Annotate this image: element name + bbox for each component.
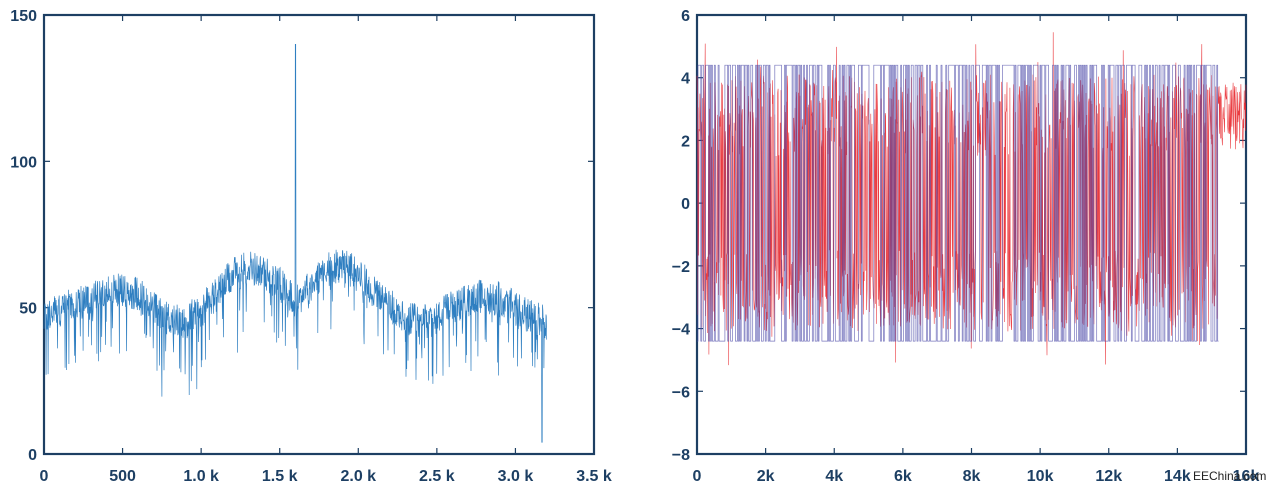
right-x-tick-label: 10k (1027, 468, 1054, 485)
right-y-tick-label: −4 (672, 322, 690, 339)
left-y-tick-label: 50 (19, 301, 37, 318)
left-x-tick-label: 1.5 k (262, 468, 298, 485)
left-x-tick-label: 0 (40, 468, 49, 485)
right-y-tick-label: 2 (681, 133, 690, 150)
right-y-tick-label: −2 (672, 259, 690, 276)
left-x-tick-label: 1.0 k (183, 468, 219, 485)
right-y-tick-label: 6 (681, 8, 690, 25)
right-y-tick-label: 4 (681, 71, 690, 88)
left-x-tick-label: 2.5 k (419, 468, 455, 485)
right-x-tick-label: 16k (1233, 468, 1260, 485)
right-y-tick-label: −8 (672, 447, 690, 464)
left-y-tick-label: 150 (10, 8, 37, 25)
left-series-line (43, 43, 548, 443)
left-x-tick-label: 2.0 k (340, 468, 376, 485)
right-x-tick-label: 14k (1164, 468, 1191, 485)
left-y-tick-label: 100 (10, 154, 37, 171)
left-x-tick-label: 3.5 k (576, 468, 612, 485)
right-x-tick-label: 8k (963, 468, 981, 485)
right-y-tick-label: −6 (672, 384, 690, 401)
right-x-tick-label: 12k (1095, 468, 1122, 485)
left-chart: 0 500 1.0 k 1.5 k 2.0 k 2.5 k 3.0 k 3.5 k 0 50 100… (10, 8, 612, 485)
watermark: EEChina.com (1193, 469, 1266, 483)
left-y-tick-label: 0 (28, 447, 37, 464)
right-y-tick-label: 0 (681, 196, 690, 213)
left-plot-frame (42, 13, 596, 456)
right-chart: 0 2k 4k 6k 8k 10k 12k 14k 16k −8 −6 −4 −2 0 2 4 6 (672, 8, 1260, 485)
right-blue-series-line (697, 64, 1219, 342)
left-x-tick-label: 500 (109, 468, 136, 485)
right-x-tick-label: 6k (894, 468, 912, 485)
right-red-series-line (696, 32, 1247, 366)
right-x-tick-label: 4k (825, 468, 843, 485)
left-x-tick-label: 3.0 k (498, 468, 534, 485)
right-x-tick-label: 0 (693, 468, 702, 485)
right-x-tick-label: 2k (757, 468, 775, 485)
